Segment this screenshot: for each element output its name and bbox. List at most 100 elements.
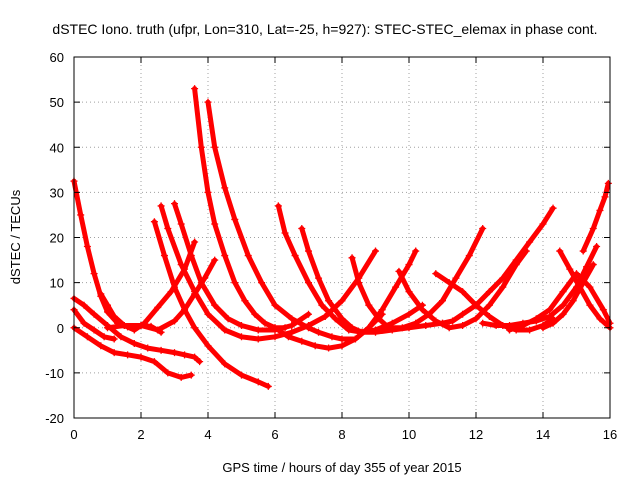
data-point: [338, 297, 346, 305]
data-point: [485, 301, 493, 309]
data-point: [271, 301, 279, 309]
data-point: [506, 326, 513, 334]
data-point: [485, 312, 493, 320]
data-point: [204, 342, 212, 350]
data-point: [532, 315, 540, 323]
data-point: [412, 319, 420, 327]
data-point: [164, 224, 172, 232]
data-point: [452, 274, 460, 282]
data-point: [157, 202, 165, 210]
data-point: [284, 333, 292, 341]
data-point: [298, 337, 306, 345]
series-track: [70, 177, 165, 336]
data-point: [171, 349, 178, 357]
data-point: [211, 143, 219, 151]
chart-title: dSTEC Iono. truth (ufpr, Lon=310, Lat=-2…: [52, 21, 597, 37]
series-line: [557, 248, 613, 331]
data-point: [231, 279, 239, 287]
data-point: [546, 312, 554, 320]
series-line: [433, 271, 556, 333]
data-point: [224, 315, 232, 323]
data-point: [305, 310, 312, 318]
data-point: [589, 261, 597, 269]
data-point: [171, 317, 178, 325]
y-tick-label: -20: [45, 411, 64, 426]
data-point: [187, 252, 195, 260]
data-point: [499, 283, 507, 291]
data-point: [191, 288, 199, 296]
data-point: [77, 211, 85, 219]
data-point: [459, 288, 467, 296]
data-point: [144, 344, 152, 352]
data-point: [196, 358, 204, 366]
axis-ticks: 0 2 4 6 8 10 12 14 16 -20 -10 0 10 20 30 40 50 60: [45, 50, 617, 442]
series-track: [204, 98, 386, 343]
data-point: [539, 324, 547, 332]
data-point: [181, 306, 189, 314]
data-point: [83, 333, 91, 341]
data-point: [191, 238, 199, 246]
data-point: [586, 301, 594, 309]
data-point: [97, 290, 105, 298]
data-point: [422, 321, 430, 329]
data-point: [197, 143, 205, 151]
data-point: [191, 85, 199, 93]
data-point: [492, 321, 500, 329]
data-point: [479, 224, 487, 232]
series-track: [348, 224, 487, 332]
data-point: [559, 301, 567, 309]
x-axis-label: GPS time / hours of day 355 of year 2015: [222, 460, 461, 475]
data-point: [472, 301, 480, 309]
data-point: [164, 369, 172, 377]
x-tick-label: 6: [271, 427, 278, 442]
data-point: [211, 220, 219, 228]
series-track: [171, 200, 312, 334]
data-point: [80, 319, 88, 327]
data-point: [120, 321, 128, 329]
data-series: [70, 85, 614, 390]
data-point: [281, 229, 289, 237]
data-point: [348, 254, 356, 262]
data-point: [100, 333, 108, 341]
data-point: [261, 319, 269, 327]
series-line: [205, 99, 385, 342]
y-tick-label: 0: [57, 321, 64, 336]
data-point: [97, 342, 105, 350]
data-point: [439, 319, 446, 327]
data-point: [305, 324, 312, 332]
data-point: [395, 267, 403, 275]
data-point: [365, 324, 373, 332]
data-point: [556, 247, 564, 255]
data-point: [372, 247, 379, 255]
y-tick-label: -10: [45, 366, 64, 381]
data-point: [526, 326, 534, 334]
series-line: [272, 248, 419, 351]
data-point: [566, 265, 574, 273]
data-point: [559, 288, 567, 296]
data-point: [288, 321, 296, 329]
series-track: [298, 224, 426, 336]
data-point: [137, 321, 145, 329]
data-point: [110, 312, 118, 320]
x-tick-label: 14: [536, 427, 550, 442]
series-line: [71, 325, 194, 380]
series-track: [579, 179, 612, 255]
data-point: [559, 310, 567, 318]
data-point: [150, 218, 158, 226]
data-point: [197, 279, 205, 287]
x-tick-label: 10: [402, 427, 416, 442]
series-line: [349, 226, 486, 331]
y-tick-label: 30: [50, 185, 64, 200]
data-point: [338, 342, 346, 350]
data-point: [130, 340, 138, 348]
data-point: [432, 317, 440, 325]
data-point: [445, 324, 453, 332]
y-tick-label: 50: [50, 95, 64, 110]
data-point: [583, 263, 591, 271]
data-point: [499, 274, 507, 282]
data-point: [485, 288, 493, 296]
data-point: [526, 238, 534, 246]
data-point: [167, 288, 175, 296]
series-track: [274, 202, 446, 336]
x-tick-label: 0: [70, 427, 77, 442]
